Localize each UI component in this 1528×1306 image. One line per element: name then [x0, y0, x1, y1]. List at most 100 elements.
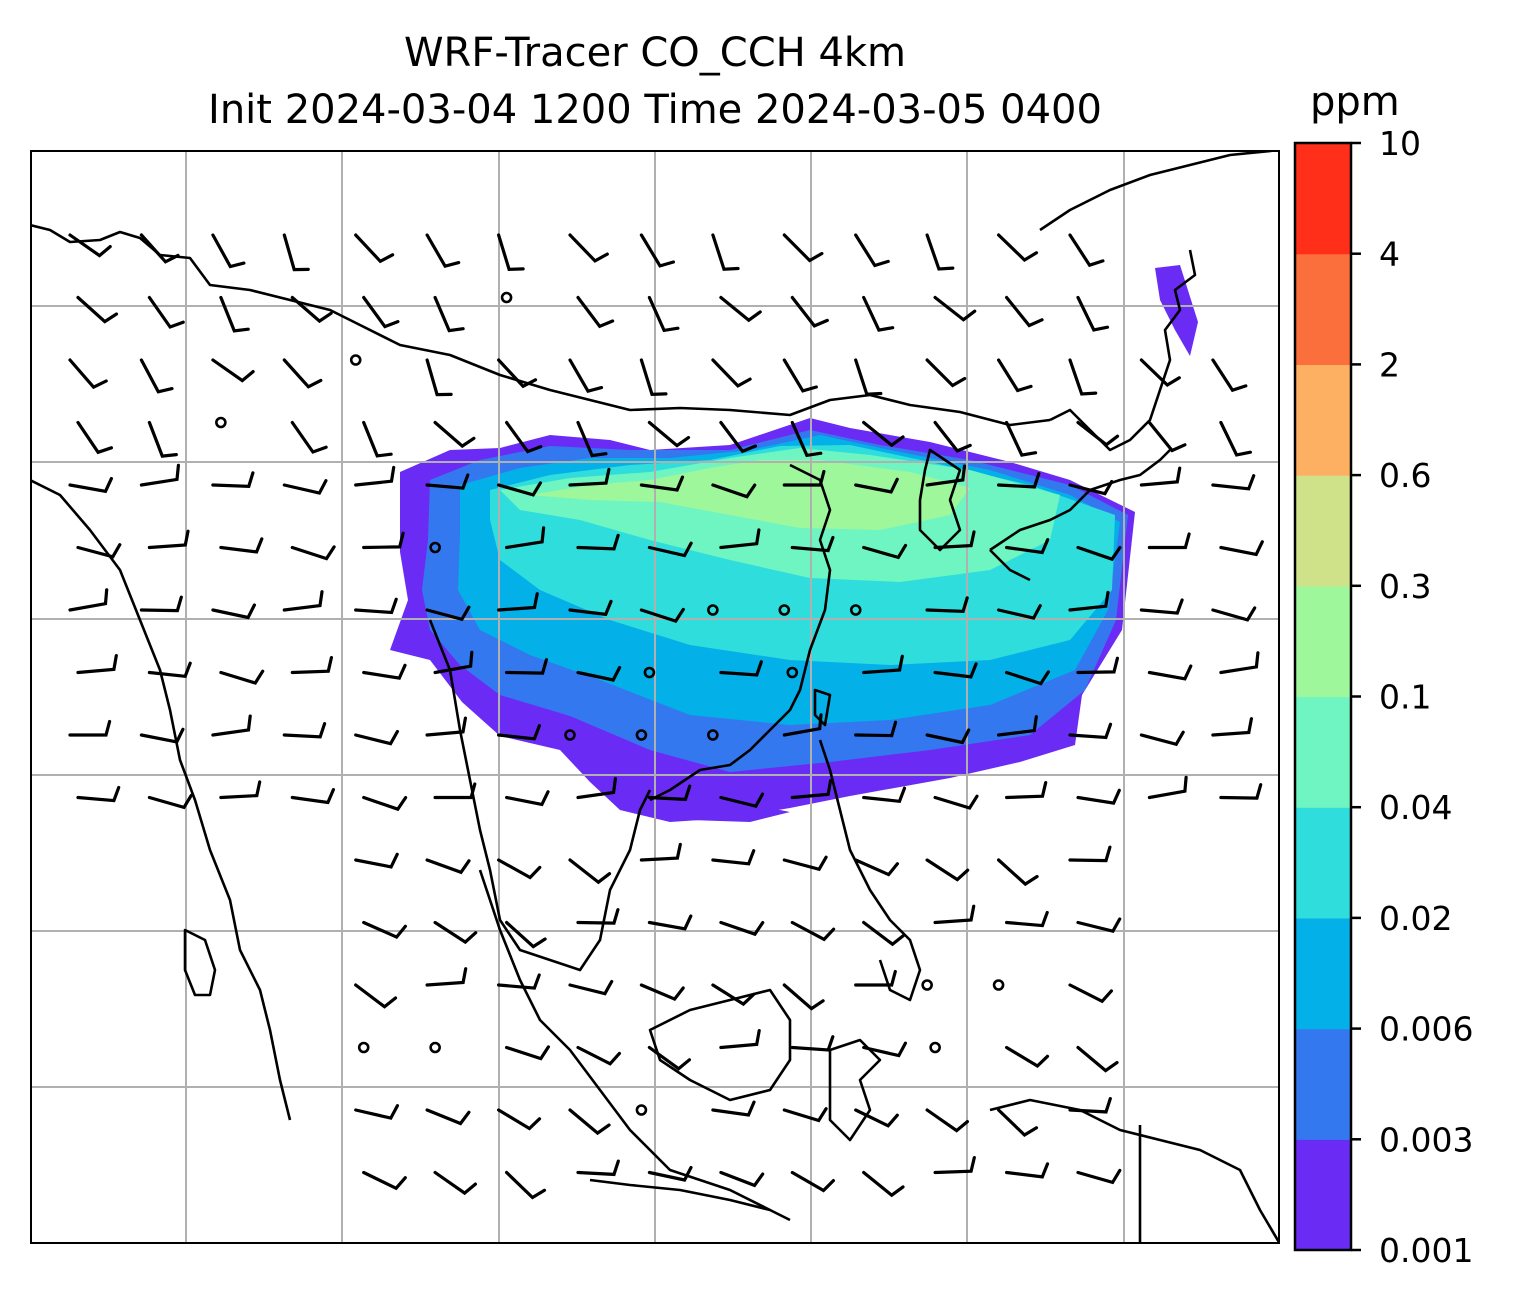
- wind-barb-icon: [925, 233, 955, 271]
- wind-barb-icon: [147, 529, 190, 550]
- wind-barb-icon: [790, 920, 836, 942]
- wind-barb-icon: [354, 1104, 399, 1120]
- wind-barb-icon: [711, 983, 756, 1007]
- wind-barb-icon: [719, 420, 758, 454]
- wind-barb-icon: [362, 663, 407, 680]
- wind-barb-icon: [862, 420, 905, 448]
- calm-circle-icon: [635, 729, 648, 741]
- wind-barb-icon: [211, 471, 255, 488]
- wind-barb-icon: [1139, 730, 1185, 747]
- wind-barb-icon: [354, 983, 398, 1009]
- wind-barb-icon: [711, 358, 752, 388]
- wind-barb-icon: [76, 295, 119, 324]
- wind-barb-icon: [1147, 420, 1187, 453]
- wind-barb-icon: [862, 1041, 907, 1058]
- colorbar-tick-label: 0.006: [1379, 1010, 1473, 1049]
- wind-barb-icon: [782, 713, 823, 737]
- wind-barb-icon: [68, 233, 112, 258]
- wind-barb-icon: [1068, 479, 1114, 496]
- wind-barb-icon: [1219, 651, 1260, 675]
- colorbar-tick-label: 0.003: [1379, 1120, 1473, 1159]
- wind-barb-icon: [362, 295, 400, 329]
- wind-barb-icon: [1076, 1045, 1119, 1073]
- wind-barb-icon: [1005, 538, 1050, 555]
- wind-barb-icon: [639, 607, 685, 623]
- wind-barb-icon: [997, 1108, 1039, 1138]
- wind-barb-icon: [1068, 590, 1110, 612]
- wind-barb-icon: [211, 233, 246, 269]
- colorbar-tick-label: 4: [1379, 235, 1400, 274]
- wind-barb-icon: [139, 358, 174, 394]
- wind-barb-icon: [639, 233, 675, 268]
- wind-barb-icon: [1076, 295, 1110, 332]
- wind-barb-icon: [862, 543, 908, 560]
- wind-barb-icon: [1005, 670, 1050, 686]
- wind-barb-icon: [1076, 420, 1120, 447]
- wind-barb-icon: [997, 858, 1039, 887]
- wind-barb-icon: [997, 472, 1041, 489]
- wind-barb-icon: [711, 483, 757, 499]
- wind-barb-icon: [568, 233, 609, 263]
- calm-circle-icon: [349, 354, 362, 366]
- wind-barb-icon: [854, 477, 899, 494]
- wind-barb-icon: [568, 599, 613, 617]
- wind-barb-icon: [568, 858, 612, 885]
- wind-barb-icon: [639, 983, 685, 1002]
- wind-barb-icon: [1068, 845, 1112, 863]
- wind-barb-icon: [568, 1108, 611, 1136]
- wind-barb-icon: [1076, 1168, 1122, 1185]
- wind-barb-icon: [1068, 233, 1105, 268]
- wind-barb-icon: [290, 656, 333, 675]
- wind-barb-icon: [576, 533, 620, 551]
- wind-barb-icon: [782, 469, 826, 487]
- wind-barb-icon: [282, 590, 324, 612]
- calm-circle-icon: [564, 729, 576, 741]
- wind-barb-icon: [854, 358, 883, 396]
- wind-barb-icon: [568, 467, 611, 487]
- wind-barb-icon: [639, 842, 682, 862]
- plume-layer-0-japan: [1155, 265, 1198, 356]
- calm-circle-icon: [215, 416, 227, 429]
- wind-barb-icon: [639, 358, 668, 397]
- wind-barb-icon: [354, 233, 395, 264]
- colorbar-segment: [1295, 585, 1351, 698]
- wind-barb-icon: [354, 465, 396, 487]
- wind-barb-icon: [139, 233, 180, 264]
- wind-barb-icon: [647, 541, 693, 558]
- colorbar-segment: [1295, 364, 1351, 476]
- wind-barb-icon: [576, 295, 615, 329]
- wind-barb-icon: [997, 358, 1033, 393]
- wind-barb-icon: [282, 233, 310, 272]
- wind-barb-icon: [1219, 783, 1263, 800]
- wind-barb-icon: [68, 719, 112, 737]
- wind-barb-icon: [1068, 722, 1113, 740]
- wind-barb-icon: [568, 358, 604, 394]
- wind-barb-icon: [425, 473, 470, 490]
- wind-barb-icon: [933, 295, 977, 322]
- wind-barb-icon: [782, 1107, 828, 1123]
- wind-barb-icon: [505, 1170, 547, 1200]
- wind-barb-icon: [219, 537, 264, 554]
- wind-barb-icon: [647, 784, 692, 802]
- wind-barb-icon: [354, 852, 399, 869]
- wind-barb-icon: [76, 785, 121, 803]
- calm-circle-icon: [707, 729, 719, 741]
- wind-barb-icon: [425, 233, 461, 269]
- wind-barb-icon: [862, 654, 904, 675]
- wind-barb-icon: [290, 420, 328, 454]
- wind-barb-icon: [362, 420, 393, 458]
- wind-barb-icon: [497, 724, 541, 741]
- coastline-borneo: [648, 988, 792, 1102]
- coastline-sri-lanka: [183, 928, 217, 997]
- wind-barb-icon: [211, 714, 252, 737]
- wind-barb-icon: [790, 1170, 835, 1193]
- plume-layer-5: [530, 460, 970, 530]
- colorbar-segment: [1295, 696, 1351, 808]
- wind-barb-icon: [433, 920, 478, 945]
- wind-barb-icon: [576, 1159, 620, 1177]
- wind-barb-icon: [290, 788, 335, 805]
- wind-barb-icon: [854, 858, 899, 877]
- wind-barb-icon: [933, 420, 972, 453]
- wind-barb-icon: [1076, 656, 1119, 675]
- coastlines: [30, 150, 1280, 1244]
